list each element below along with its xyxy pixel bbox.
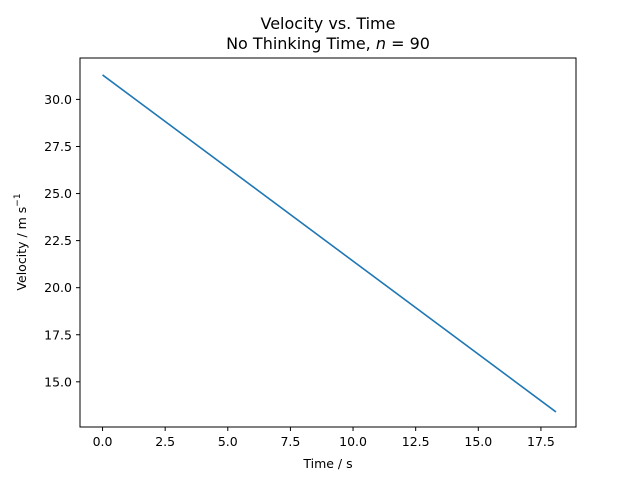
y-tick-label: 20.0	[44, 280, 72, 295]
y-tick-label: 27.5	[44, 139, 72, 154]
y-tick-label: 15.0	[44, 374, 72, 389]
subtitle-variable: n	[376, 34, 386, 53]
y-tick-label: 30.0	[44, 92, 72, 107]
chart-subtitle: No Thinking Time, n = 90	[226, 34, 430, 53]
chart-title: Velocity vs. Time	[261, 14, 396, 33]
x-tick-label: 12.5	[402, 434, 430, 449]
x-tick-label: 10.0	[339, 434, 367, 449]
y-axis-label-text: Velocity / m s	[14, 207, 29, 291]
plot-frame	[79, 57, 577, 428]
x-tick-label: 15.0	[464, 434, 492, 449]
x-axis-label: Time / s	[302, 456, 352, 471]
subtitle-text: No Thinking Time,	[226, 34, 376, 53]
y-tick-label: 22.5	[44, 233, 72, 248]
x-tick-label: 2.5	[155, 434, 175, 449]
x-axis-ticks: 0.0 2.5 5.0 7.5 10.0 12.5 15.0 17.5	[93, 427, 555, 449]
subtitle-equation: = 90	[386, 34, 430, 53]
y-tick-label: 17.5	[44, 327, 72, 342]
y-axis-label: Velocity / m s−1	[13, 193, 29, 290]
y-tick-label: 25.0	[44, 186, 72, 201]
x-tick-label: 0.0	[93, 434, 113, 449]
series-line-0	[102, 74, 557, 413]
y-axis-ticks: 15.0 17.5 20.0 22.5 25.0 27.5 30.0	[44, 92, 80, 389]
x-tick-label: 5.0	[218, 434, 238, 449]
x-tick-label: 7.5	[280, 434, 300, 449]
y-axis-label-exponent: −1	[13, 193, 23, 206]
x-tick-label: 17.5	[527, 434, 555, 449]
series-layer	[102, 74, 557, 413]
